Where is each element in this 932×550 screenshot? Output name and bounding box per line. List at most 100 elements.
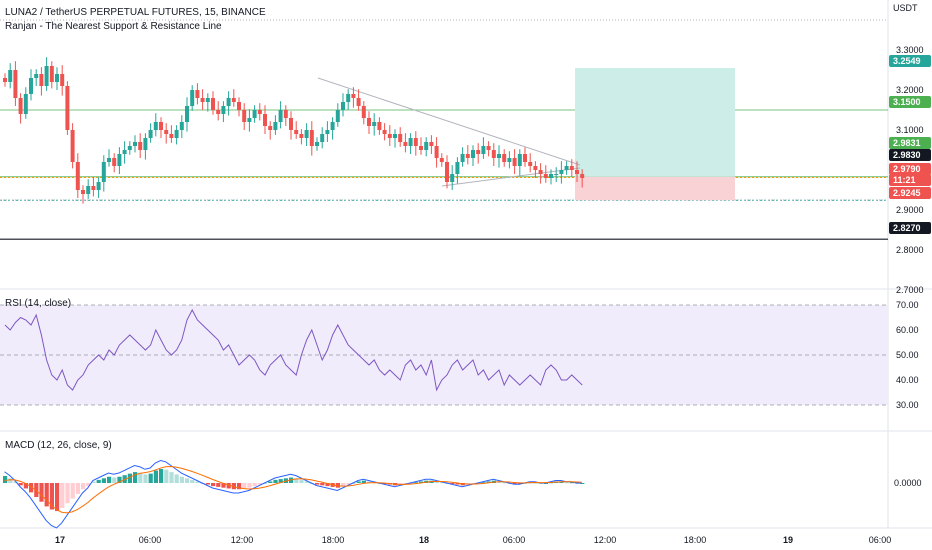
candle-body[interactable] [107,158,111,162]
candle-body[interactable] [580,174,585,178]
candle-body[interactable] [320,134,325,142]
candle-body[interactable] [309,130,314,146]
candle-body[interactable] [367,118,371,126]
candle-body[interactable] [559,170,564,174]
candle-body[interactable] [486,146,491,150]
candle-body[interactable] [195,90,200,98]
candle-body[interactable] [60,74,65,86]
candle-body[interactable] [476,150,481,154]
candle-body[interactable] [211,98,215,110]
candle-body[interactable] [299,134,304,138]
candle-body[interactable] [18,98,23,114]
candle-body[interactable] [543,174,548,178]
candle-body[interactable] [153,122,158,130]
rsi-label[interactable]: RSI (14, close) [5,298,72,309]
candle-body[interactable] [81,190,85,194]
price-tag[interactable] [889,137,931,149]
candle-body[interactable] [13,70,18,98]
candle-body[interactable] [538,170,543,174]
candle-body[interactable] [356,98,361,106]
candle-body[interactable] [460,154,465,162]
candle-body[interactable] [424,142,429,150]
candle-body[interactable] [491,150,496,158]
candle-body[interactable] [294,130,299,134]
price-tag[interactable] [889,163,931,175]
candle-body[interactable] [44,66,49,86]
candle-body[interactable] [148,130,153,138]
candle-body[interactable] [377,122,382,130]
candle-body[interactable] [361,106,366,118]
candle-body[interactable] [86,186,91,194]
candle-body[interactable] [450,174,455,182]
candle-body[interactable] [70,130,75,162]
candle-body[interactable] [278,110,283,122]
candle-body[interactable] [439,158,444,162]
candle-body[interactable] [429,142,434,146]
candle-body[interactable] [330,122,335,130]
candle-body[interactable] [564,166,569,170]
price-tag[interactable] [889,55,931,67]
candle-body[interactable] [29,78,33,94]
candle-body[interactable] [502,154,507,162]
candle-body[interactable] [164,130,169,134]
symbol-title[interactable]: LUNA2 / TetherUS PERPETUAL FUTURES, 15, … [5,7,266,18]
price-tag[interactable] [889,187,931,199]
candle-body[interactable] [533,166,538,170]
candle-body[interactable] [335,110,340,122]
candle-body[interactable] [434,146,439,158]
candle-body[interactable] [445,162,449,182]
candle-body[interactable] [205,98,210,102]
candle-body[interactable] [263,114,267,126]
candle-body[interactable] [346,94,351,102]
candle-body[interactable] [403,142,408,146]
candle-body[interactable] [237,102,241,110]
loss-zone[interactable] [575,176,735,201]
candle-body[interactable] [216,110,221,114]
candle-body[interactable] [575,170,579,174]
candle-body[interactable] [554,174,559,175]
candle-body[interactable] [528,162,533,166]
candle-body[interactable] [174,130,179,138]
candle-body[interactable] [55,74,59,82]
candle-body[interactable] [49,66,54,82]
candle-body[interactable] [34,74,39,78]
price-tag[interactable] [889,149,931,161]
indicator-title[interactable]: Ranjan - The Nearest Support & Resistanc… [5,21,222,32]
candle-body[interactable] [133,142,137,146]
candle-body[interactable] [65,86,70,130]
upper-trendline[interactable] [317,77,581,166]
candle-body[interactable] [507,158,512,162]
candle-body[interactable] [289,118,293,130]
candle-body[interactable] [351,94,356,98]
price-tag[interactable] [889,222,931,234]
candle-body[interactable] [96,182,101,190]
candle-body[interactable] [190,90,195,106]
candle-body[interactable] [169,134,174,138]
candle-body[interactable] [497,154,501,158]
macd-label[interactable]: MACD (12, 26, close, 9) [5,440,112,451]
candle-body[interactable] [413,138,418,146]
signal-line[interactable] [4,466,582,514]
candle-body[interactable] [408,138,413,146]
candle-body[interactable] [471,150,475,158]
candle-body[interactable] [569,166,574,170]
candle-body[interactable] [283,110,288,118]
candle-body[interactable] [226,98,231,106]
candle-body[interactable] [398,134,403,142]
price-tag[interactable] [889,96,931,108]
candle-body[interactable] [419,146,423,150]
candle-body[interactable] [138,142,143,150]
candle-body[interactable] [393,134,397,138]
candle-body[interactable] [549,174,553,178]
candle-body[interactable] [273,122,278,130]
candle-body[interactable] [75,162,80,190]
candle-body[interactable] [112,158,117,166]
candle-body[interactable] [315,142,319,146]
candle-body[interactable] [481,146,486,154]
price-tag[interactable] [889,174,931,186]
candle-body[interactable] [455,162,460,174]
candle-body[interactable] [325,130,330,134]
candle-body[interactable] [242,110,247,122]
candle-body[interactable] [8,70,13,82]
